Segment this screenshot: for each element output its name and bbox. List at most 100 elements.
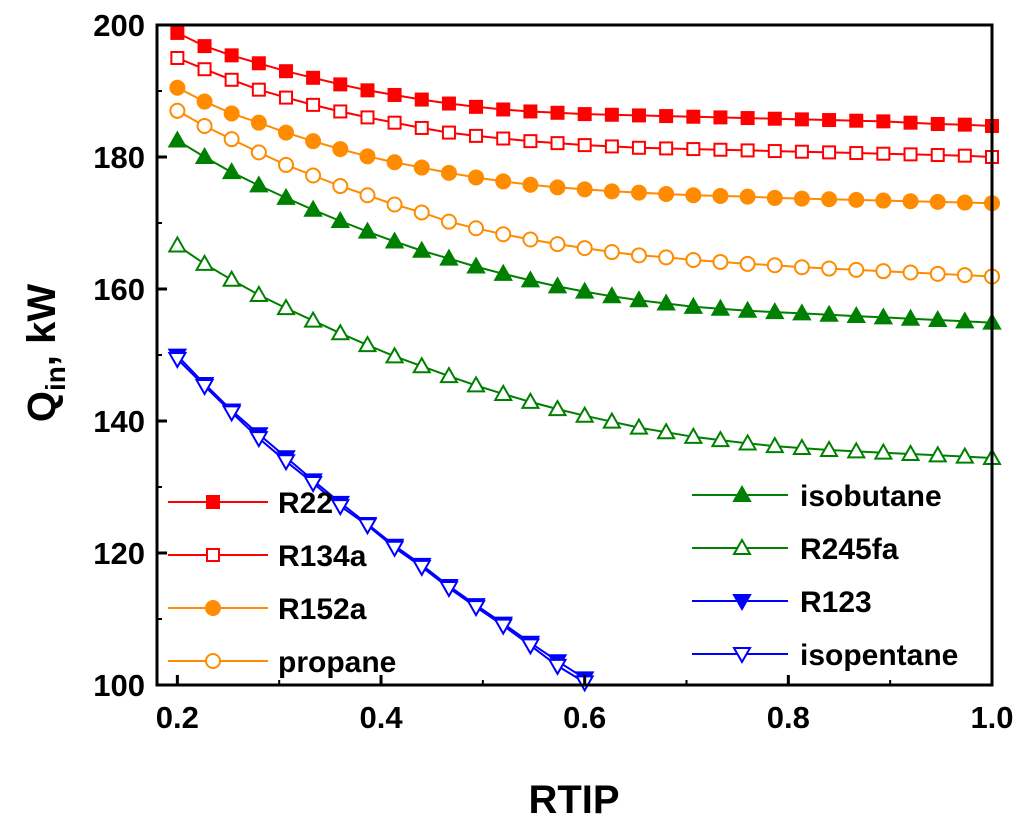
data-point-r134a-19 [686,142,701,157]
data-point-r152a-27 [902,193,919,210]
data-point-propane-26 [875,263,892,280]
data-point-r134a-9 [414,120,429,135]
legend-label-isobutane: isobutane [800,480,942,513]
data-point-isobutane-1 [194,146,215,164]
data-point-r152a-6 [332,141,349,158]
data-point-isobutane-22 [765,302,785,320]
data-point-r22-26 [876,114,891,129]
legend-entry-r134a: R134a [168,540,367,573]
legend-marker-r152a [205,600,221,616]
data-point-r134a-4 [279,90,294,105]
data-point-r152a-11 [468,169,485,186]
series-line-isopentane [176,358,586,684]
data-point-isopentane-12 [493,618,513,636]
data-point-r22-4 [279,64,294,79]
data-point-r22-20 [713,110,728,125]
data-point-r22-9 [414,92,429,107]
data-point-r134a-28 [930,148,945,163]
data-point-r134a-6 [333,104,348,119]
data-point-isopentane-1 [194,379,215,397]
data-point-propane-20 [712,253,729,270]
legend-entry-propane: propane [168,646,396,679]
legend-entry-r152a: R152a [168,593,367,626]
data-point-r22-8 [387,87,402,102]
series-r152a [169,79,1000,212]
data-point-isopentane-0 [167,351,188,369]
data-point-isobutane-23 [792,303,812,321]
data-point-isopentane-10 [439,580,459,598]
data-point-r134a-29 [957,148,972,163]
data-point-r245fa-1 [194,253,215,271]
series-layer [167,25,1002,693]
data-point-r245fa-25 [846,441,866,459]
data-point-propane-23 [793,259,810,276]
data-point-r22-28 [930,117,945,131]
legend-label-isopentane: isopentane [800,639,958,672]
data-point-r152a-25 [848,191,865,208]
data-point-r22-7 [360,83,375,98]
data-point-r134a-25 [849,146,864,161]
data-point-r134a-8 [387,115,402,130]
data-point-r152a-16 [603,183,620,200]
data-point-r22-24 [822,113,837,128]
data-point-r134a-15 [577,138,592,153]
x-tick-label: 0.8 [767,700,810,735]
data-point-r245fa-20 [710,430,731,448]
data-point-r152a-4 [278,124,295,141]
data-point-r134a-16 [604,139,619,154]
data-point-propane-9 [413,204,430,221]
data-point-r134a-5 [306,97,321,112]
legend-marker-r123 [732,594,752,612]
data-point-r245fa-5 [303,310,323,328]
data-point-r134a-23 [794,144,809,159]
data-point-r152a-20 [712,187,729,204]
data-point-r134a-18 [659,141,674,156]
data-point-r22-29 [957,117,972,132]
data-point-propane-14 [549,236,566,253]
data-point-isobutane-16 [602,286,622,304]
data-point-r152a-18 [658,185,675,202]
y-tick-label: 160 [93,272,145,307]
x-axis-label: RTIP [528,778,619,822]
data-point-isobutane-28 [928,310,948,328]
data-point-isobutane-13 [520,270,541,288]
data-point-r22-19 [686,109,701,124]
data-point-isopentane-5 [303,476,323,494]
data-point-r134a-10 [441,125,456,140]
data-point-r134a-17 [631,140,646,155]
data-point-propane-1 [196,117,213,134]
data-point-propane-22 [766,257,783,274]
legend-marker-propane [205,653,221,669]
data-point-r22-25 [849,113,864,128]
legend-label-r245fa: R245fa [800,533,899,566]
data-point-r134a-7 [360,110,375,125]
y-axis-label: Qin, kW [20,284,71,422]
data-point-propane-18 [658,249,675,266]
data-point-r152a-12 [495,173,512,190]
data-point-r152a-15 [576,181,593,198]
data-point-isobutane-3 [249,175,269,193]
data-point-isopentane-3 [249,431,269,449]
legend-marker-r245fa [732,537,752,555]
data-point-propane-10 [440,213,457,230]
data-point-propane-24 [821,260,838,277]
data-point-propane-11 [468,220,485,237]
data-point-r245fa-4 [276,298,296,316]
data-point-isopentane-11 [466,600,486,618]
data-point-r245fa-28 [928,445,948,463]
data-point-r22-15 [577,107,592,122]
series-r245fa [167,235,1002,465]
data-point-isopentane-4 [276,454,296,472]
data-point-isopentane-9 [412,559,432,577]
data-point-r152a-10 [440,164,457,181]
data-point-propane-15 [576,240,593,257]
data-point-propane-13 [522,231,539,248]
data-point-r245fa-15 [574,405,595,423]
data-point-r245fa-27 [900,443,921,461]
data-point-propane-4 [278,156,295,173]
data-point-r152a-29 [956,194,973,211]
legend-marker-r134a [206,548,220,562]
legend-layer: R22 R134a R152a propane isobutane R245fa R123 i… [168,480,958,679]
legend-label-r22: R22 [278,487,333,520]
data-point-r22-17 [631,108,646,123]
